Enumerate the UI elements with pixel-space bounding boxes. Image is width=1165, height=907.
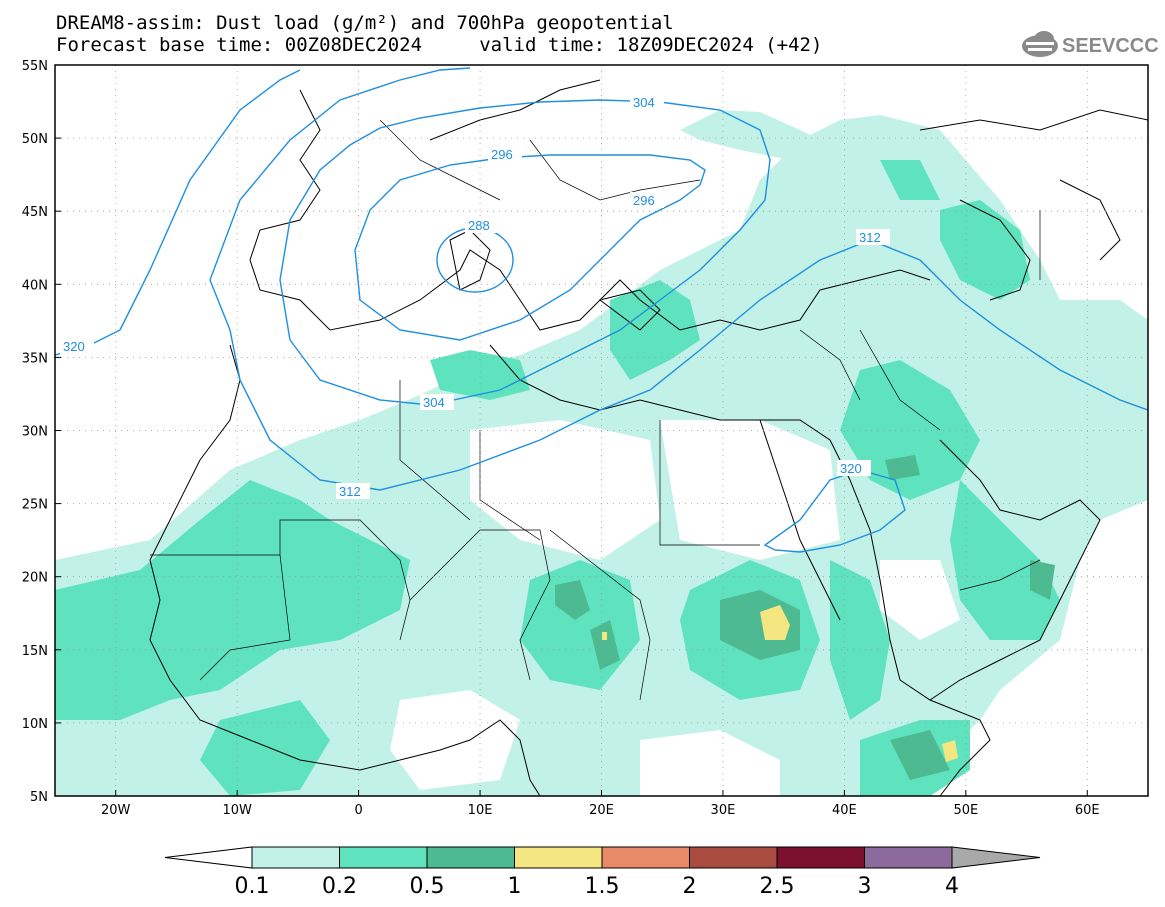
logo-text: SEEVCCC	[1062, 35, 1158, 57]
colorbar-segment	[689, 846, 778, 869]
latitude-labels: 55N 50N 45N 40N 35N 30N 25N 20N 15N 10N 5N	[22, 59, 61, 805]
colorbar-label: 0.2	[322, 874, 357, 899]
coastlines	[149, 79, 1149, 797]
seevccc-logo: SEEVCCC	[1022, 31, 1158, 57]
latitude-tick-label: 45N	[22, 205, 48, 220]
contour-label-288: 288	[468, 218, 490, 233]
colorbar-segment	[251, 846, 340, 869]
latitude-tick-label: 5N	[30, 790, 48, 805]
longitude-tick-label: 60E	[1075, 803, 1100, 818]
colorbar: 0.1 0.2 0.5 1 1.5 2 2.5 3 4	[164, 846, 1041, 899]
colorbar-label: 2.5	[760, 874, 795, 899]
colorbar-segment	[864, 846, 953, 869]
colorbar-high-arrow	[951, 846, 1041, 869]
latitude-tick-label: 25N	[22, 498, 48, 513]
gridlines	[55, 65, 1148, 796]
longitude-tick-label: 40E	[832, 803, 857, 818]
latitude-tick-label: 10N	[22, 717, 48, 732]
longitude-tick-label: 20E	[589, 803, 614, 818]
longitude-tick-label: 10E	[468, 803, 493, 818]
latitude-tick-label: 20N	[22, 571, 48, 586]
colorbar-segment	[339, 846, 428, 869]
contour-label-296-east: 296	[633, 193, 655, 208]
colorbar-segment	[601, 846, 690, 869]
contour-label-320-west: 320	[63, 339, 85, 354]
contour-label-304-south: 304	[423, 395, 445, 410]
longitude-tick-label: 30E	[711, 803, 736, 818]
colorbar-segment	[426, 846, 515, 869]
title-line-2: Forecast base time: 00Z08DEC2024 valid t…	[56, 34, 823, 56]
longitude-tick-label: 0	[354, 803, 362, 818]
latitude-tick-label: 55N	[22, 59, 48, 74]
colorbar-segment	[776, 846, 865, 869]
contour-label-group: 304 296 296 288 312 320 304 312 320	[60, 94, 890, 499]
colorbar-label: 2	[683, 874, 697, 899]
contour-label-296-west: 296	[491, 147, 513, 162]
contour-label-312-east: 312	[859, 230, 881, 245]
colorbar-label: 3	[858, 874, 872, 899]
colorbar-segment	[514, 846, 603, 869]
colorbar-label: 0.5	[410, 874, 445, 899]
contour-label-312-west: 312	[339, 484, 361, 499]
latitude-tick-label: 30N	[22, 425, 48, 440]
contour-label-304-north: 304	[633, 95, 655, 110]
dust-layer-1	[602, 605, 958, 762]
longitude-labels: 20W 10W 0 10E 20E 30E 40E 50E 60E	[101, 790, 1100, 818]
contour-label-320-east: 320	[840, 461, 862, 476]
geopotential-contours	[54, 67, 1149, 553]
cloud-icon	[1022, 31, 1058, 57]
longitude-tick-label: 50E	[953, 803, 978, 818]
latitude-tick-label: 50N	[22, 132, 48, 147]
latitude-tick-label: 15N	[22, 644, 48, 659]
colorbar-label: 1.5	[585, 874, 620, 899]
colorbar-low-arrow	[164, 846, 253, 869]
colorbar-label: 4	[945, 874, 959, 899]
longitude-tick-label: 10W	[222, 803, 252, 818]
longitude-tick-label: 20W	[101, 803, 131, 818]
colorbar-label: 1	[508, 874, 522, 899]
title-line-1: DREAM8-assim: Dust load (g/m²) and 700hP…	[56, 12, 674, 34]
latitude-tick-label: 40N	[22, 278, 48, 293]
colorbar-label: 0.1	[235, 874, 270, 899]
country-borders	[150, 119, 1041, 701]
latitude-tick-label: 35N	[22, 351, 48, 366]
